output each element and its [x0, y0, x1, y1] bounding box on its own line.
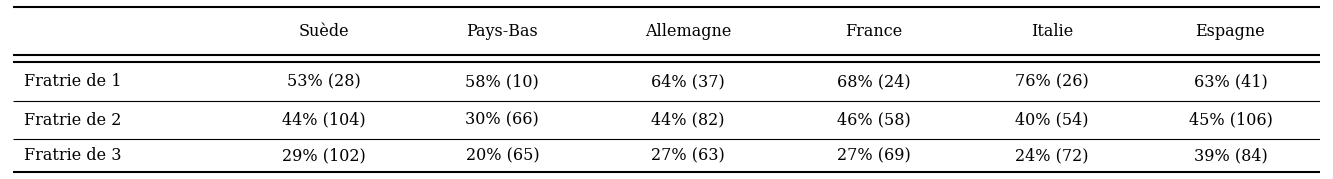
Text: 68% (24): 68% (24): [837, 73, 910, 90]
Text: 30% (66): 30% (66): [465, 112, 539, 129]
Text: Fratrie de 3: Fratrie de 3: [24, 147, 121, 164]
Text: 58% (10): 58% (10): [465, 73, 539, 90]
Text: 27% (63): 27% (63): [651, 147, 725, 164]
Text: Fratrie de 2: Fratrie de 2: [24, 112, 121, 129]
Text: 46% (58): 46% (58): [837, 112, 910, 129]
Text: 27% (69): 27% (69): [837, 147, 910, 164]
Text: Espagne: Espagne: [1196, 23, 1265, 40]
Text: 64% (37): 64% (37): [651, 73, 725, 90]
Text: 29% (102): 29% (102): [283, 147, 365, 164]
Text: 44% (104): 44% (104): [283, 112, 365, 129]
Text: 44% (82): 44% (82): [651, 112, 725, 129]
Text: 24% (72): 24% (72): [1016, 147, 1089, 164]
Text: Italie: Italie: [1030, 23, 1073, 40]
Text: Suède: Suède: [299, 23, 349, 40]
Text: 20% (65): 20% (65): [465, 147, 539, 164]
Text: 76% (26): 76% (26): [1016, 73, 1089, 90]
Text: 40% (54): 40% (54): [1016, 112, 1089, 129]
Text: 63% (41): 63% (41): [1193, 73, 1268, 90]
Text: Pays-Bas: Pays-Bas: [467, 23, 539, 40]
Text: France: France: [845, 23, 902, 40]
Text: Fratrie de 1: Fratrie de 1: [24, 73, 121, 90]
Text: 45% (106): 45% (106): [1189, 112, 1273, 129]
Text: Allemagne: Allemagne: [645, 23, 730, 40]
Text: 39% (84): 39% (84): [1193, 147, 1268, 164]
Text: 53% (28): 53% (28): [287, 73, 361, 90]
